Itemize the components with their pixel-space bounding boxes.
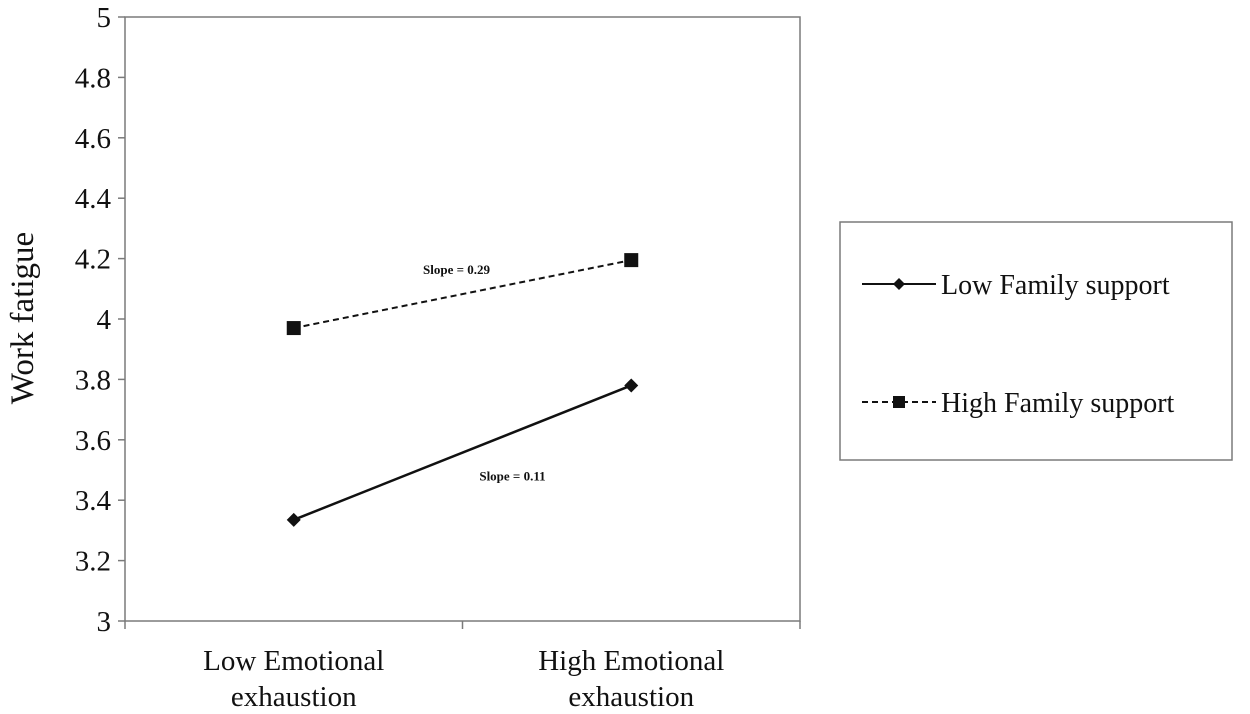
- slope-annotation: Slope = 0.29: [423, 262, 490, 277]
- legend-box: [839, 221, 1233, 461]
- legend-swatch-marker: [893, 278, 905, 290]
- series-low-family-support: [286, 378, 639, 527]
- y-tick-label: 4.6: [75, 123, 111, 155]
- x-category-label-line: exhaustion: [231, 681, 357, 713]
- y-ticks: 3 3.2 3.4 3.6 3.8 4 4.2 4.4 4.6 4.8 5: [75, 2, 125, 638]
- y-axis-title: Work fatigue: [5, 232, 41, 404]
- x-categories: Low Emotional exhaustion High Emotional exh…: [124, 621, 801, 713]
- legend-label: Low Family support: [941, 270, 1170, 301]
- data-point-marker: [624, 253, 639, 268]
- legend-label: High Family support: [941, 388, 1175, 419]
- x-category-label: Low Emotional exhaustion: [203, 645, 384, 713]
- series-group: [286, 253, 639, 527]
- data-point-marker: [624, 378, 639, 393]
- series-line: [293, 259, 632, 330]
- x-category-label-line: High Emotional: [538, 645, 724, 677]
- y-tick-label: 3.4: [75, 485, 112, 517]
- x-category-label: High Emotional exhaustion: [538, 645, 724, 713]
- data-point-marker: [286, 512, 301, 527]
- legend-item: Low Family support: [862, 270, 1170, 301]
- y-tick-label: 4.8: [75, 62, 111, 94]
- slope-annotation: Slope = 0.11: [479, 469, 545, 484]
- y-tick-label: 3.8: [75, 364, 111, 396]
- data-point-marker: [286, 321, 301, 336]
- y-tick-label: 3: [97, 606, 112, 638]
- y-tick-label: 3.2: [75, 546, 111, 578]
- axes: [124, 16, 801, 622]
- series-high-family-support: [286, 253, 639, 336]
- y-tick-label: 4.4: [75, 183, 112, 215]
- y-tick-label: 5: [97, 2, 112, 34]
- series-line: [293, 384, 632, 521]
- plot-area-border: [124, 16, 801, 622]
- y-tick-label: 3.6: [75, 425, 111, 457]
- y-tick-label: 4: [97, 304, 112, 336]
- legend-swatch-marker: [893, 396, 905, 408]
- x-category-label-line: Low Emotional: [203, 645, 384, 677]
- annotations: Slope = 0.29 Slope = 0.11: [423, 262, 546, 484]
- y-tick-label: 4.2: [75, 244, 111, 276]
- x-category-label-line: exhaustion: [568, 681, 694, 713]
- legend: Low Family support High Family support: [839, 221, 1233, 461]
- legend-item: High Family support: [862, 388, 1175, 419]
